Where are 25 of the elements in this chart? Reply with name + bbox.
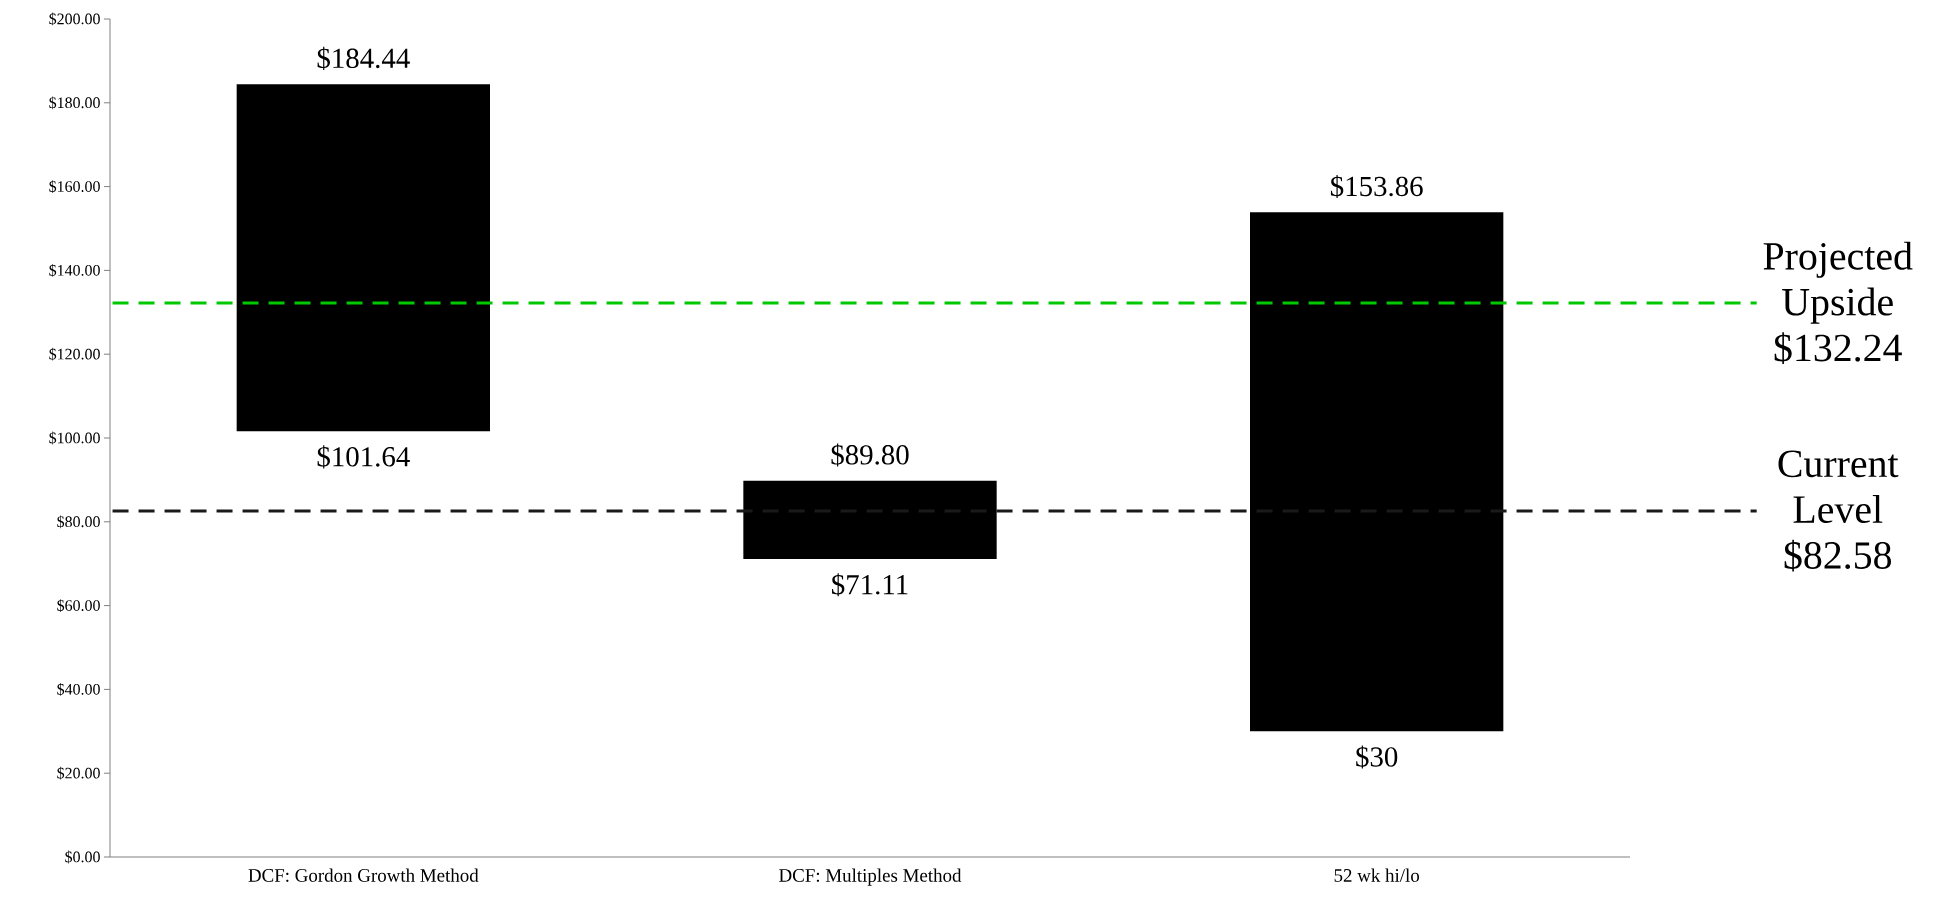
annotation: $184.44 <box>317 46 410 70</box>
ref-line-label: Current Level $82.58 <box>1778 450 1899 572</box>
y-tick-label: $160.00 <box>49 180 100 193</box>
y-tick-label: $20.00 <box>57 766 100 780</box>
annotation: $30 <box>1356 745 1398 769</box>
bar <box>236 84 490 432</box>
ref-line-label: Projected Upside $132.24 <box>1763 241 1913 365</box>
annotation: $71.11 <box>832 573 908 597</box>
y-tick-label: $80.00 <box>57 515 100 529</box>
annotation: $153.86 <box>1330 175 1423 199</box>
y-tick-label: $200.00 <box>49 12 100 26</box>
x-tick-label: DCF: Multiples Method <box>779 868 962 886</box>
x-tick-label: 52 wk hi/lo <box>1334 868 1420 882</box>
y-tick-label: $180.00 <box>49 96 100 110</box>
bar <box>1250 212 1504 732</box>
bar <box>743 480 997 560</box>
y-tick-label: $40.00 <box>57 683 100 696</box>
y-tick-label: $140.00 <box>49 264 100 277</box>
y-tick-label: $60.00 <box>57 599 100 612</box>
annotation: $101.64 <box>317 445 410 469</box>
y-tick-label: $120.00 <box>49 347 100 361</box>
x-tick-label: DCF: Gordon Growth Method <box>248 868 479 882</box>
annotation: $89.80 <box>831 443 909 467</box>
y-tick-label: $0.00 <box>65 850 100 864</box>
y-tick-label: $100.00 <box>49 431 100 445</box>
